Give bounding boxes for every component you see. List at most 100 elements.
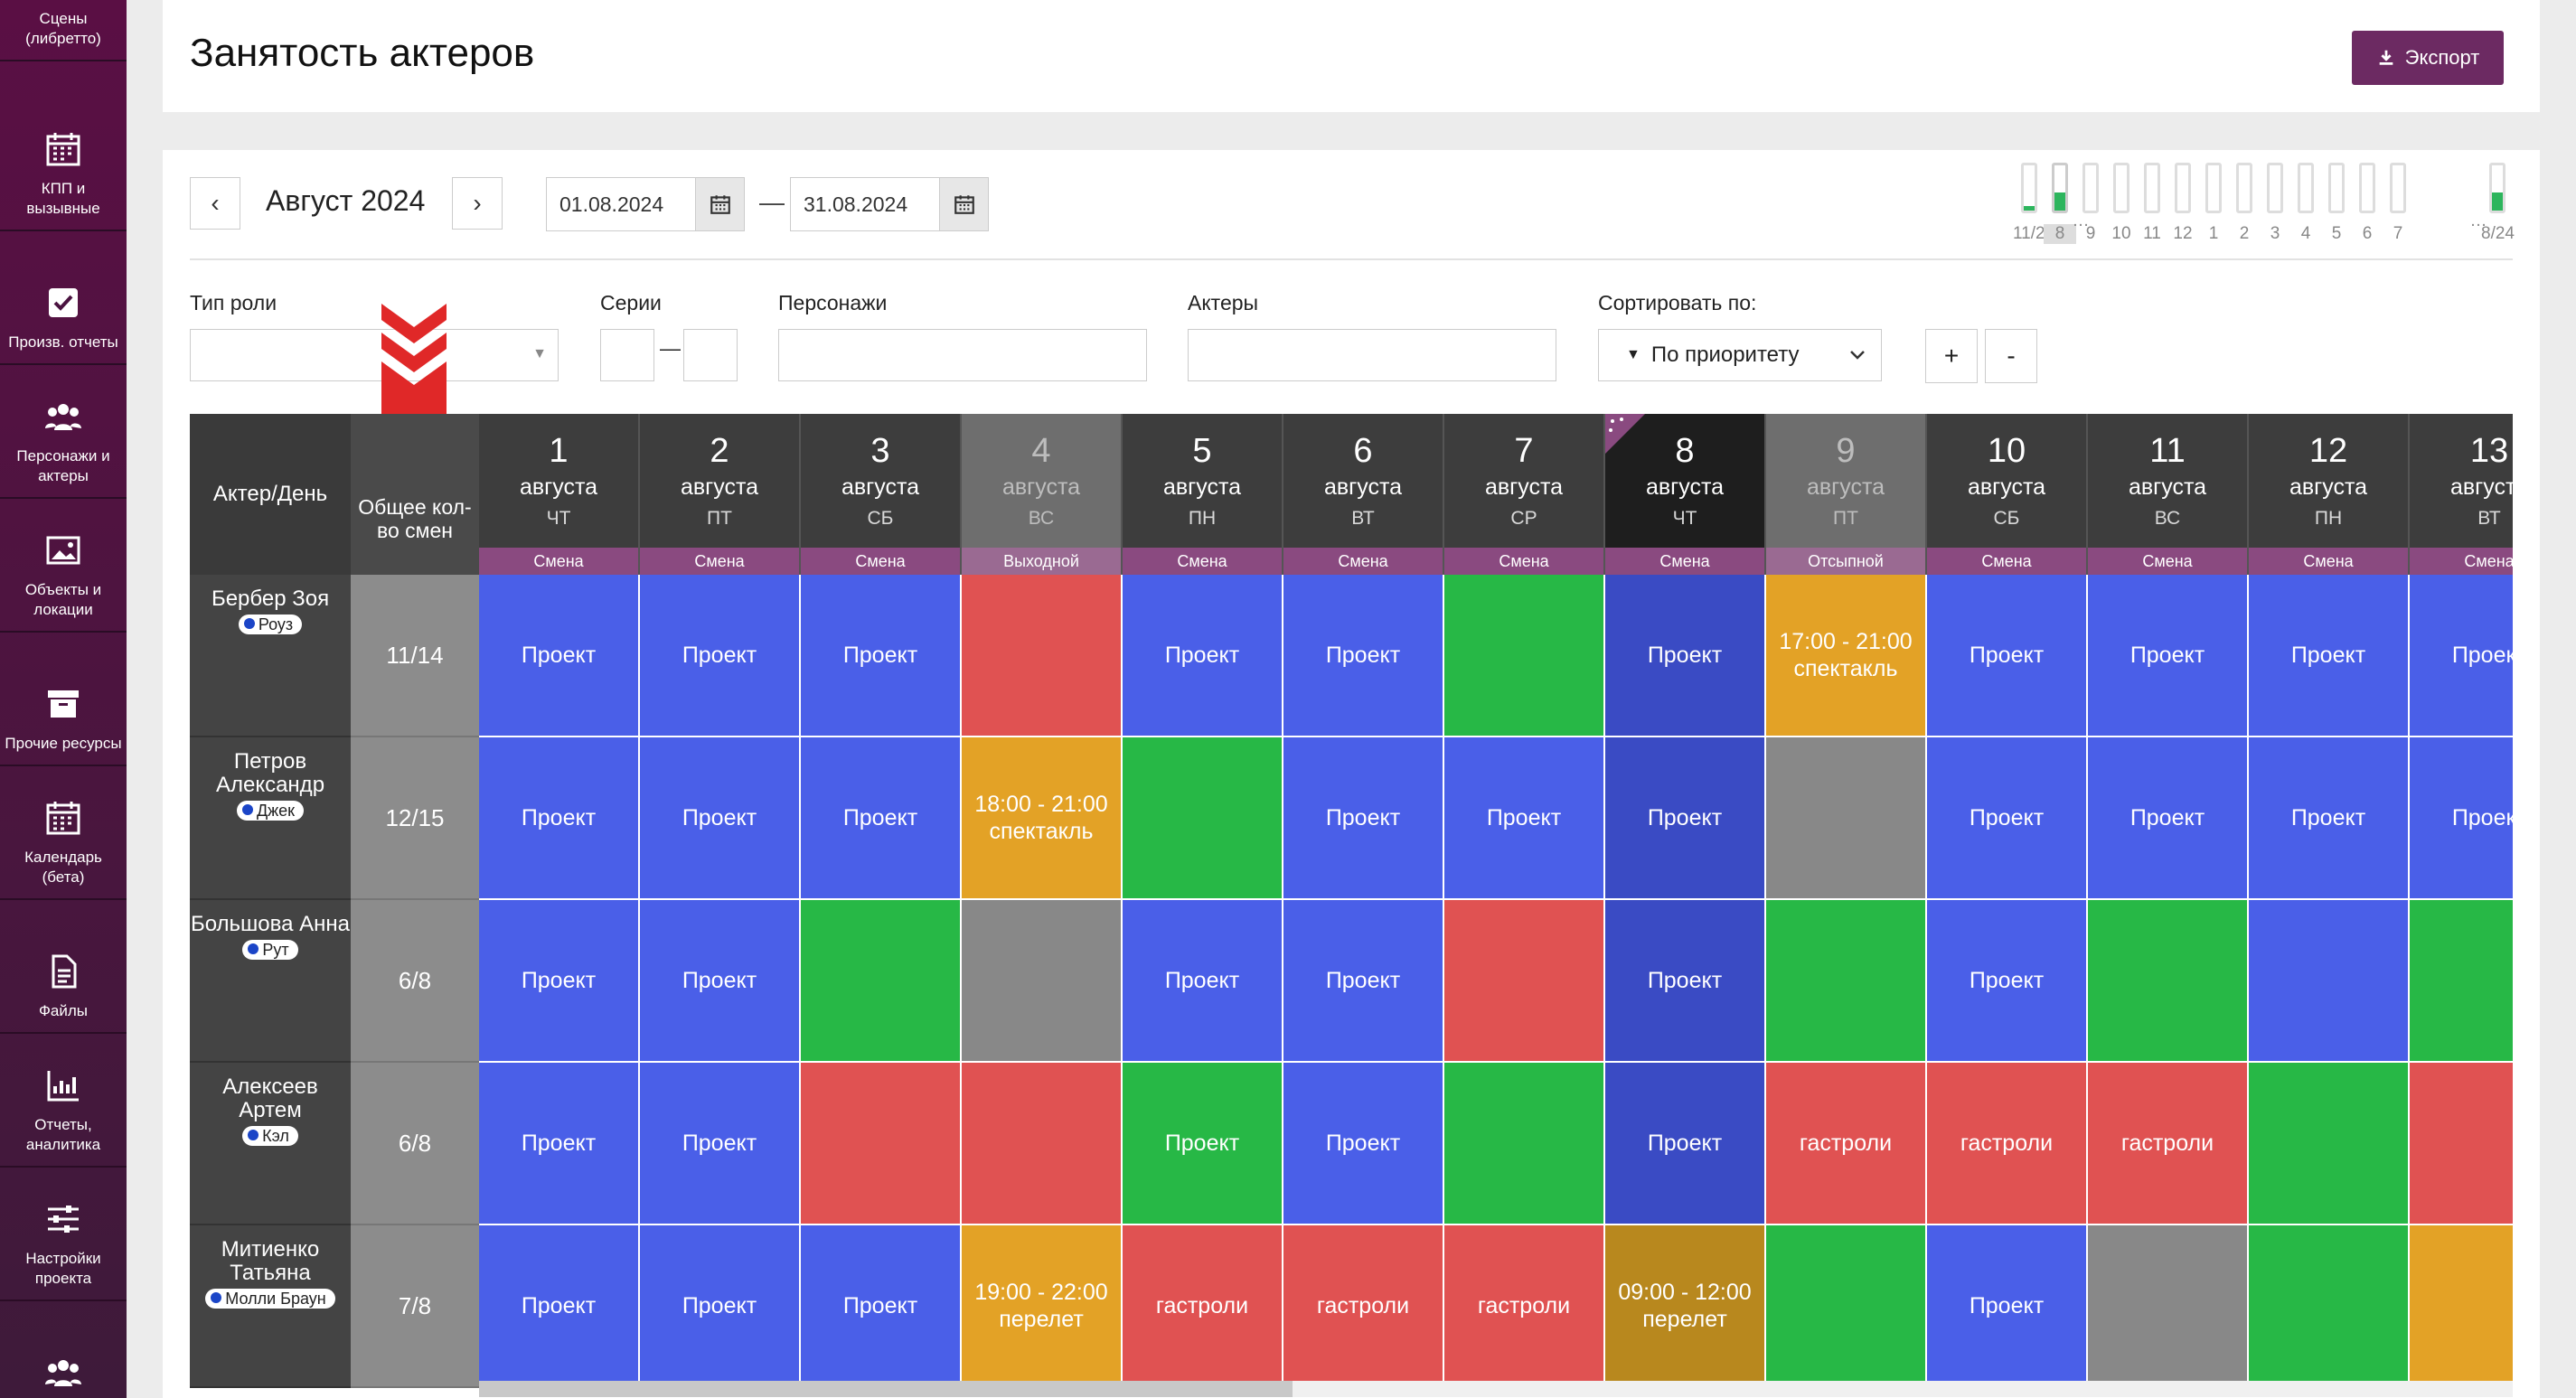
- schedule-cell[interactable]: Проект: [2410, 737, 2513, 900]
- schedule-cell[interactable]: [1444, 900, 1605, 1063]
- schedule-cell[interactable]: Проект: [1123, 900, 1283, 1063]
- minimap-bar[interactable]: [2113, 163, 2129, 213]
- actor-cell[interactable]: Бербер Зоя Роуз: [190, 575, 351, 737]
- sidebar-item-2[interactable]: Произв. отчеты: [0, 233, 127, 365]
- schedule-cell[interactable]: Проект: [2088, 575, 2249, 737]
- date-to-field[interactable]: 31.08.2024: [790, 177, 989, 231]
- schedule-cell[interactable]: Проект: [1283, 575, 1444, 737]
- schedule-cell[interactable]: Проект: [1283, 1063, 1444, 1225]
- schedule-cell[interactable]: гастроли: [1283, 1225, 1444, 1388]
- schedule-cell[interactable]: Проект: [479, 575, 640, 737]
- date-from-field[interactable]: 01.08.2024: [546, 177, 745, 231]
- day-header[interactable]: 2 августа ПТ Смена: [640, 414, 801, 575]
- sidebar-item-3[interactable]: Персонажи и актеры: [0, 367, 127, 499]
- minimap-bar[interactable]: [2082, 163, 2099, 213]
- schedule-cell[interactable]: Проект: [640, 900, 801, 1063]
- schedule-cell[interactable]: Проект: [1927, 737, 2088, 900]
- schedule-cell[interactable]: [2249, 1063, 2410, 1225]
- schedule-cell[interactable]: Проект: [1605, 1063, 1766, 1225]
- actor-cell[interactable]: Алексеев Артем Кэл: [190, 1063, 351, 1225]
- sidebar-item-7[interactable]: Файлы: [0, 902, 127, 1034]
- schedule-cell[interactable]: Проект: [1927, 1225, 2088, 1388]
- day-header[interactable]: 5 августа ПН Смена: [1123, 414, 1283, 575]
- calendar-icon[interactable]: [939, 178, 988, 230]
- schedule-cell[interactable]: Проект: [1605, 575, 1766, 737]
- schedule-cell[interactable]: [801, 1063, 962, 1225]
- zoom-out-button[interactable]: -: [1985, 329, 2037, 383]
- minimap-bar[interactable]: [2328, 163, 2345, 213]
- sidebar-item-0[interactable]: Сцены (либретто): [0, 0, 127, 61]
- schedule-cell[interactable]: Проект: [801, 575, 962, 737]
- schedule-cell[interactable]: [2410, 900, 2513, 1063]
- day-header[interactable]: 11 августа ВС Смена: [2088, 414, 2249, 575]
- schedule-cell[interactable]: Проект: [640, 1063, 801, 1225]
- schedule-cell[interactable]: [2249, 1225, 2410, 1388]
- schedule-cell[interactable]: Проект: [640, 1225, 801, 1388]
- scrollbar-thumb[interactable]: [479, 1381, 1293, 1397]
- schedule-cell[interactable]: [2088, 1225, 2249, 1388]
- role-type-select[interactable]: ▼: [190, 329, 559, 381]
- calendar-icon[interactable]: [695, 178, 744, 230]
- schedule-cell[interactable]: гастроли: [1123, 1225, 1283, 1388]
- schedule-cell[interactable]: [2410, 1063, 2513, 1225]
- series-to-input[interactable]: [683, 329, 738, 381]
- schedule-cell[interactable]: гастроли: [1444, 1225, 1605, 1388]
- day-header[interactable]: 6 августа ВТ Смена: [1283, 414, 1444, 575]
- export-button[interactable]: Экспорт: [2352, 31, 2504, 85]
- sidebar-item-5[interactable]: Прочие ресурсы: [0, 634, 127, 766]
- sort-select[interactable]: ▼ По приоритету: [1598, 329, 1882, 381]
- day-header[interactable]: 7 августа СР Смена: [1444, 414, 1605, 575]
- schedule-cell[interactable]: Проект: [479, 737, 640, 900]
- schedule-cell[interactable]: гастроли: [1927, 1063, 2088, 1225]
- day-header[interactable]: 3 августа СБ Смена: [801, 414, 962, 575]
- schedule-cell[interactable]: Проект: [1283, 737, 1444, 900]
- characters-input[interactable]: [778, 329, 1147, 381]
- schedule-cell[interactable]: [1766, 1225, 1927, 1388]
- schedule-cell[interactable]: [1123, 737, 1283, 900]
- schedule-cell[interactable]: Проект: [1123, 575, 1283, 737]
- series-from-input[interactable]: [600, 329, 654, 381]
- schedule-cell[interactable]: [2410, 1225, 2513, 1388]
- schedule-cell[interactable]: Проект: [479, 900, 640, 1063]
- minimap-bar[interactable]: [2175, 163, 2191, 213]
- minimap-bar[interactable]: [2144, 163, 2160, 213]
- day-header[interactable]: 13 августа ВТ Смена: [2410, 414, 2513, 575]
- schedule-cell[interactable]: Проект: [1927, 900, 2088, 1063]
- minimap-bar[interactable]: [2236, 163, 2252, 213]
- schedule-cell[interactable]: [1766, 900, 1927, 1063]
- schedule-cell[interactable]: 19:00 - 22:00 перелет: [962, 1225, 1123, 1388]
- schedule-cell[interactable]: Проект: [2410, 575, 2513, 737]
- minimap-bar[interactable]: [2021, 163, 2037, 213]
- day-header[interactable]: 9 августа ПТ Отсыпной: [1766, 414, 1927, 575]
- minimap-bar[interactable]: [2052, 163, 2068, 213]
- schedule-cell[interactable]: Проект: [2249, 575, 2410, 737]
- schedule-cell[interactable]: Проект: [2249, 737, 2410, 900]
- schedule-cell[interactable]: [2088, 900, 2249, 1063]
- schedule-cell[interactable]: гастроли: [2088, 1063, 2249, 1225]
- actors-input[interactable]: [1188, 329, 1556, 381]
- schedule-cell[interactable]: Проект: [1927, 575, 2088, 737]
- actor-cell[interactable]: Петров Александр Джек: [190, 737, 351, 900]
- schedule-cell[interactable]: Проект: [801, 1225, 962, 1388]
- sidebar-item-10[interactable]: Пользователи и: [0, 1303, 127, 1398]
- horizontal-scrollbar[interactable]: [479, 1381, 2513, 1397]
- sidebar-item-4[interactable]: Объекты и локации: [0, 501, 127, 633]
- minimap-bar[interactable]: [2298, 163, 2314, 213]
- sidebar-item-6[interactable]: Календарь (бета): [0, 768, 127, 900]
- schedule-cell[interactable]: гастроли: [1766, 1063, 1927, 1225]
- schedule-cell[interactable]: [962, 1063, 1123, 1225]
- schedule-cell[interactable]: Проект: [640, 575, 801, 737]
- schedule-cell[interactable]: Проект: [1123, 1063, 1283, 1225]
- actor-cell[interactable]: Митиенко Татьяна Молли Браун: [190, 1225, 351, 1388]
- schedule-cell[interactable]: Проект: [1444, 737, 1605, 900]
- schedule-cell[interactable]: [1766, 737, 1927, 900]
- minimap-bar[interactable]: [2359, 163, 2375, 213]
- minimap-bar[interactable]: [2390, 163, 2406, 213]
- schedule-cell[interactable]: Проект: [801, 737, 962, 900]
- schedule-cell[interactable]: [962, 900, 1123, 1063]
- schedule-cell[interactable]: [2249, 900, 2410, 1063]
- minimap-bar[interactable]: [2489, 163, 2505, 213]
- schedule-cell[interactable]: 09:00 - 12:00 перелет: [1605, 1225, 1766, 1388]
- schedule-cell[interactable]: 17:00 - 21:00 спектакль: [1766, 575, 1927, 737]
- schedule-cell[interactable]: Проект: [640, 737, 801, 900]
